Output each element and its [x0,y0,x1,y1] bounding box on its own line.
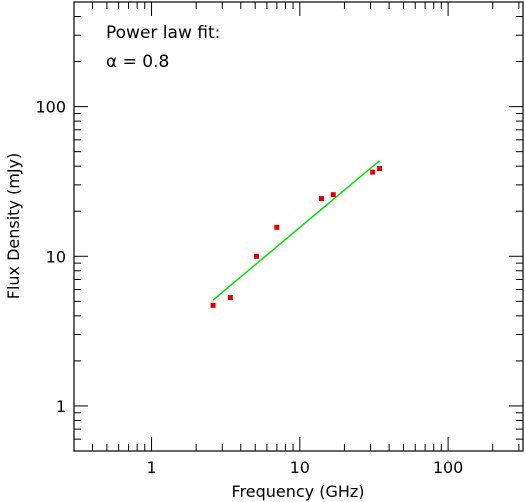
annotation-title: Power law fit: [106,23,220,43]
annotation-alpha: α = 0.8 [106,52,169,72]
tick-labels: 1 10 100 1 10 100 [35,98,463,477]
axis-ticks [73,1,523,452]
data-point [253,253,259,259]
data-point [274,224,280,230]
plot-frame [73,1,524,452]
points-layer [210,165,383,308]
x-tick-label: 1 [146,458,156,477]
data-point [210,302,216,308]
y-tick-label: 10 [46,247,66,266]
data-point [318,196,324,202]
data-point [370,169,376,175]
data-point [377,165,383,171]
data-point [330,192,336,198]
fit-layer [212,160,381,301]
x-tick-label: 10 [290,458,310,477]
x-axis-title: Frequency (GHz) [231,482,364,501]
y-tick-label: 100 [35,98,66,117]
x-tick-label: 100 [433,458,464,477]
power-law-fit-line [212,160,381,301]
data-point [227,295,233,301]
y-axis-title: Flux Density (mJy) [4,153,23,300]
y-tick-label: 1 [56,397,66,416]
